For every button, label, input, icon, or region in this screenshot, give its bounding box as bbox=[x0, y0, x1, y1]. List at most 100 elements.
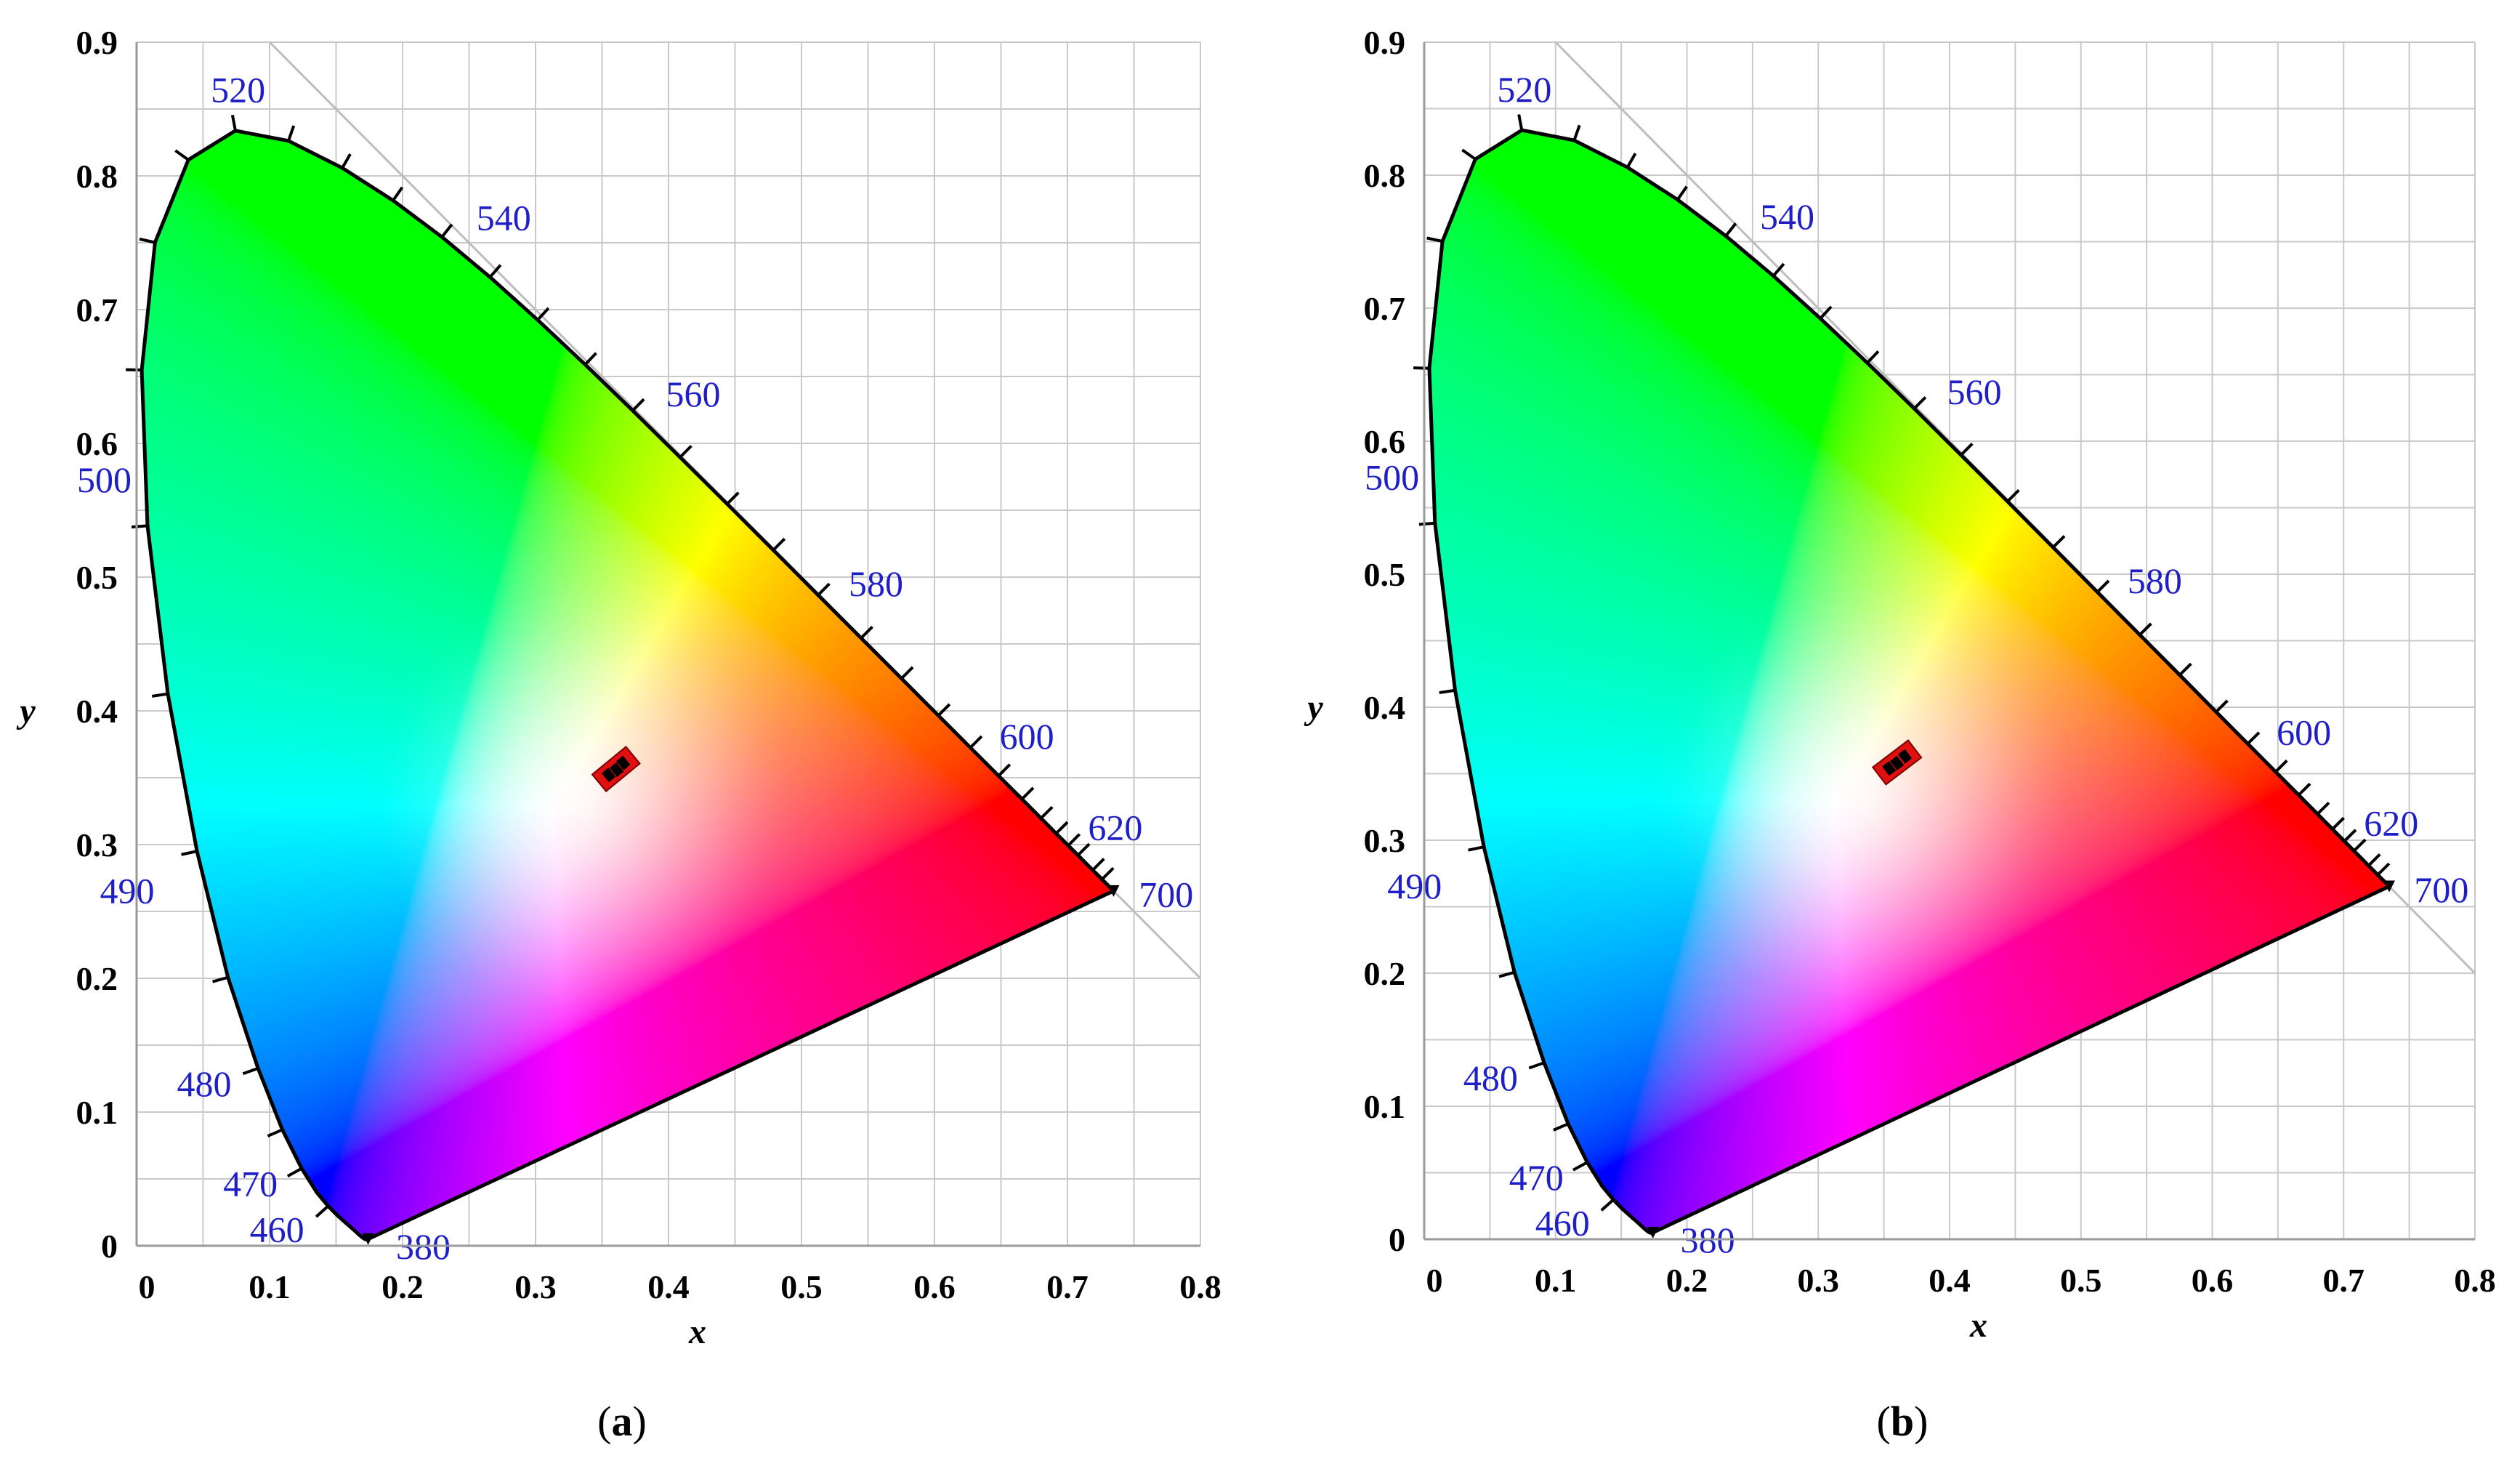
y-axis-title: y bbox=[1304, 688, 1323, 727]
wavelength-tick-475 bbox=[267, 1128, 283, 1137]
x-tick-label: 0.6 bbox=[2192, 1262, 2234, 1299]
wavelength-tick-565 bbox=[1960, 443, 1974, 456]
wavelength-tick-610 bbox=[2298, 782, 2311, 797]
wavelength-tick-525 bbox=[287, 125, 296, 142]
wavelength-tick-575 bbox=[2052, 535, 2066, 549]
wavelength-tick-485 bbox=[212, 975, 229, 983]
x-tick-label: 0.2 bbox=[381, 1268, 424, 1305]
wavelength-tick-590 bbox=[2178, 662, 2192, 677]
x-tick-label: 0.1 bbox=[249, 1268, 291, 1305]
data-point bbox=[601, 768, 616, 783]
y-tick-label: 0.7 bbox=[76, 291, 118, 329]
chart-panel-a: 3804604704804905005205405605806006207000… bbox=[16, 24, 1221, 1351]
wavelength-label-560: 560 bbox=[666, 374, 721, 414]
x-tick-label: 0.2 bbox=[1666, 1262, 1708, 1299]
wavelength-tick-460 bbox=[315, 1204, 329, 1218]
wavelength-tick-535 bbox=[392, 186, 404, 201]
panel-label-b: (b) bbox=[1877, 1398, 1929, 1445]
wavelength-tick-460 bbox=[1600, 1199, 1615, 1212]
wavelength-tick-585 bbox=[860, 625, 873, 640]
x-axis-title: x bbox=[1969, 1306, 1987, 1345]
x-tick-label: 0.5 bbox=[2060, 1262, 2102, 1299]
wavelength-tick-565 bbox=[679, 445, 692, 459]
x-tick-label: 0.3 bbox=[514, 1268, 557, 1305]
wavelength-label-620: 620 bbox=[1088, 807, 1142, 847]
y-tick-label: 0.4 bbox=[1364, 689, 1406, 726]
wavelength-tick-580 bbox=[817, 582, 831, 597]
x-tick-label: 0.8 bbox=[2454, 1262, 2496, 1299]
wavelength-label-470: 470 bbox=[1509, 1157, 1564, 1198]
wavelength-tick-600 bbox=[969, 735, 983, 749]
wavelength-tick-625 bbox=[2343, 829, 2357, 842]
wavelength-tick-620 bbox=[1055, 821, 1069, 835]
wavelength-tick-500 bbox=[131, 524, 148, 529]
spectral-locus bbox=[140, 129, 1115, 1241]
x-tick-label: 0.1 bbox=[1535, 1262, 1577, 1299]
y-tick-label: 0.8 bbox=[1364, 157, 1406, 194]
y-tick-label: 0.7 bbox=[1364, 290, 1406, 327]
x-tick-label: 0.7 bbox=[1046, 1268, 1089, 1305]
x-tick-label: 0.3 bbox=[1798, 1262, 1840, 1299]
wavelength-tick-515 bbox=[174, 149, 190, 161]
wavelength-tick-585 bbox=[2139, 622, 2152, 636]
wavelength-tick-480 bbox=[242, 1066, 259, 1076]
wavelength-tick-555 bbox=[1866, 350, 1880, 364]
wavelength-tick-580 bbox=[2096, 579, 2110, 593]
wavelength-tick-505 bbox=[126, 368, 142, 372]
y-tick-label: 0.3 bbox=[1364, 822, 1406, 859]
wavelength-label-470: 470 bbox=[223, 1164, 278, 1204]
wavelength-label-700: 700 bbox=[1139, 874, 1193, 914]
spectral-locus bbox=[1427, 128, 2391, 1235]
blue-end-marker bbox=[1647, 1226, 1659, 1239]
y-tick-label: 0.1 bbox=[76, 1094, 118, 1131]
wavelength-tick-595 bbox=[937, 703, 951, 717]
data-point bbox=[609, 762, 624, 777]
y-tick-label: 0.1 bbox=[1364, 1088, 1406, 1125]
wavelength-label-560: 560 bbox=[1947, 371, 2002, 412]
y-tick-label: 0.2 bbox=[1364, 955, 1406, 992]
wavelength-tick-640 bbox=[2367, 853, 2381, 867]
wavelength-tick-520 bbox=[1517, 114, 1524, 131]
y-tick-label: 0.3 bbox=[76, 826, 118, 863]
wavelength-tick-530 bbox=[341, 153, 352, 169]
wavelength-tick-630 bbox=[2353, 838, 2367, 853]
y-tick-label: 0.4 bbox=[76, 693, 118, 730]
wavelength-tick-640 bbox=[1091, 858, 1105, 871]
data-point bbox=[616, 755, 631, 770]
wavelength-label-460: 460 bbox=[1535, 1203, 1590, 1244]
wavelength-tick-650 bbox=[2376, 862, 2391, 877]
wavelength-label-480: 480 bbox=[177, 1063, 231, 1104]
y-tick-label: 0.2 bbox=[76, 960, 118, 997]
wavelength-label-460: 460 bbox=[250, 1209, 304, 1249]
wavelength-tick-560 bbox=[631, 398, 645, 412]
wavelength-tick-550 bbox=[536, 307, 550, 321]
y-tick-label: 0.6 bbox=[1364, 423, 1406, 460]
wavelength-ticks bbox=[1413, 114, 2391, 1212]
x-tick-label: 0.5 bbox=[780, 1268, 823, 1305]
wavelength-tick-610 bbox=[1020, 786, 1035, 800]
wavelength-tick-620 bbox=[2331, 816, 2345, 831]
blue-end-marker bbox=[362, 1233, 374, 1245]
x-tick-label: 0.4 bbox=[647, 1268, 690, 1305]
wavelength-tick-525 bbox=[1572, 124, 1581, 141]
wavelength-tick-570 bbox=[726, 491, 740, 505]
y-tick-label: 0.9 bbox=[1364, 24, 1406, 61]
wavelength-tick-570 bbox=[2006, 488, 2020, 503]
y-tick-label: 0 bbox=[1389, 1221, 1405, 1258]
wavelength-label-580: 580 bbox=[2128, 560, 2182, 601]
wavelength-label-600: 600 bbox=[1000, 716, 1054, 757]
wavelength-label-500: 500 bbox=[77, 459, 132, 500]
wavelength-tick-545 bbox=[488, 264, 502, 278]
wavelength-label-540: 540 bbox=[1760, 196, 1814, 237]
locus-end-markers bbox=[1647, 880, 2395, 1239]
wavelength-tick-555 bbox=[583, 352, 597, 366]
wavelength-label-490: 490 bbox=[1387, 866, 1442, 906]
wavelength-tick-515 bbox=[1461, 148, 1477, 161]
wavelength-tick-530 bbox=[1626, 153, 1637, 169]
x-tick-label: 0.6 bbox=[913, 1268, 956, 1305]
wavelength-tick-590 bbox=[900, 666, 914, 680]
y-tick-label: 0.6 bbox=[76, 425, 118, 462]
x-axis-title: x bbox=[688, 1313, 706, 1351]
wavelength-tick-500 bbox=[1418, 521, 1435, 526]
data-point bbox=[1890, 755, 1905, 770]
